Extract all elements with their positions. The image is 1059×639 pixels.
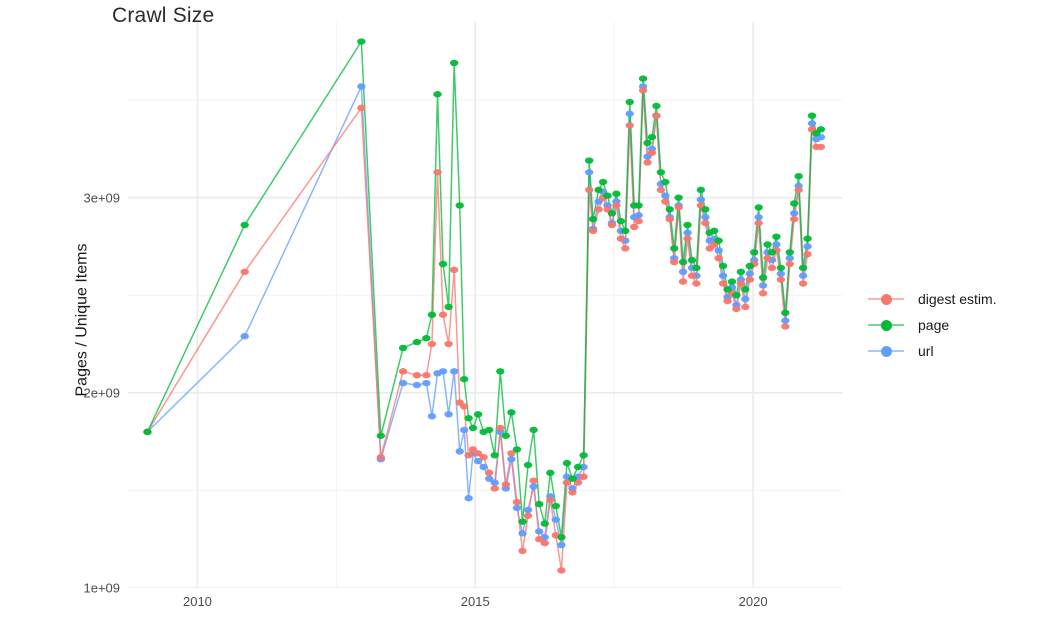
- y-tick-label: 1e+09: [83, 580, 120, 596]
- legend-item-label: page: [918, 317, 950, 333]
- y-tick-label: 2e+09: [83, 385, 120, 401]
- x-tick-label: 2015: [460, 594, 490, 609]
- legend-item-url[interactable]: url: [868, 338, 1054, 364]
- series-page: [146, 40, 822, 539]
- legend-key-icon: [868, 315, 904, 335]
- x-tick-label: 2020: [738, 594, 768, 609]
- points-url: [143, 83, 826, 549]
- points-page: [143, 38, 826, 541]
- plot-area: [128, 22, 842, 588]
- x-tick-label: 2010: [182, 594, 212, 609]
- legend-item-digest-estim-[interactable]: digest estim.: [868, 286, 1054, 312]
- y-tick-label: 3e+09: [83, 190, 120, 206]
- chart-title: Crawl Size: [112, 4, 215, 27]
- grid-major: [128, 22, 842, 588]
- grid-minor: [128, 22, 842, 588]
- legend-item-label: digest estim.: [918, 291, 997, 307]
- y-axis-tick-labels: 1e+09 2e+09 3e+09: [0, 0, 120, 639]
- legend-item-page[interactable]: page: [868, 312, 1054, 338]
- series-plot: [128, 22, 842, 588]
- legend: digest estim. page url: [868, 286, 1054, 364]
- legend-item-label: url: [918, 343, 934, 359]
- legend-key-icon: [868, 341, 904, 361]
- series-digest-estim-: [146, 89, 822, 572]
- legend-key-icon: [868, 289, 904, 309]
- points-digest-estim-: [143, 87, 826, 574]
- series-url: [146, 85, 822, 546]
